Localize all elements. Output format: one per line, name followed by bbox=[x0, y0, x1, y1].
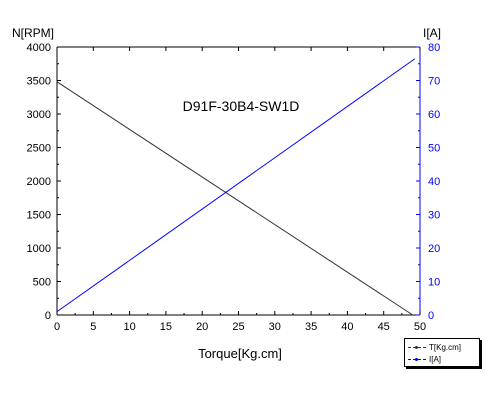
x-tick-label: 50 bbox=[414, 321, 426, 333]
chart-title: D91F-30B4-SW1D bbox=[183, 98, 300, 114]
y-left-tick-label: 1000 bbox=[27, 243, 51, 255]
x-tick-label: 0 bbox=[54, 321, 60, 333]
x-axis-label: Torque[Kg.cm] bbox=[198, 346, 282, 361]
y-left-tick-label: 0 bbox=[45, 310, 51, 322]
x-tick-label: 40 bbox=[341, 321, 353, 333]
x-tick-label: 25 bbox=[232, 321, 244, 333]
y-left-tick-label: 1500 bbox=[27, 210, 51, 222]
y-axis-left-label: N[RPM] bbox=[12, 26, 54, 40]
y-left-tick-label: 3500 bbox=[27, 76, 51, 88]
series-line-t bbox=[56, 81, 414, 316]
x-tick-label: 10 bbox=[123, 321, 135, 333]
legend-label-t: T[Kg.cm] bbox=[429, 342, 462, 352]
y-right-tick-label: 50 bbox=[428, 143, 440, 155]
legend-swatch-i bbox=[408, 358, 426, 361]
legend-swatch-t bbox=[408, 346, 426, 349]
legend-item-i: I[A] bbox=[408, 353, 441, 365]
x-tick-label: 30 bbox=[269, 321, 281, 333]
y-right-tick-label: 30 bbox=[428, 210, 440, 222]
legend: T[Kg.cm] I[A] bbox=[404, 338, 480, 367]
axes: 0 5 10 15 20 25 30 35 40 45 5005001000150020002500… bbox=[27, 42, 441, 333]
x-tick-label: 5 bbox=[90, 321, 96, 333]
y-right-tick-label: 0 bbox=[428, 310, 434, 322]
y-right-tick-label: 40 bbox=[428, 176, 440, 188]
x-tick-label: 35 bbox=[305, 321, 317, 333]
series-layer bbox=[56, 58, 416, 316]
y-left-tick-label: 3000 bbox=[27, 109, 51, 121]
y-axis-right-label: I[A] bbox=[423, 26, 441, 40]
y-left-tick-label: 4000 bbox=[27, 42, 51, 54]
y-right-tick-label: 80 bbox=[428, 42, 440, 54]
legend-item-t: T[Kg.cm] bbox=[408, 341, 461, 353]
legend-label-i: I[A] bbox=[429, 354, 442, 364]
y-right-tick-label: 60 bbox=[428, 109, 440, 121]
y-right-tick-label: 10 bbox=[428, 277, 440, 289]
y-right-tick-label: 20 bbox=[428, 243, 440, 255]
y-left-tick-label: 2500 bbox=[27, 143, 51, 155]
y-right-tick-label: 70 bbox=[428, 76, 440, 88]
x-tick-label: 20 bbox=[196, 321, 208, 333]
x-tick-label: 15 bbox=[160, 321, 172, 333]
x-tick-label: 45 bbox=[378, 321, 390, 333]
y-left-tick-label: 2000 bbox=[27, 176, 51, 188]
y-left-tick-label: 500 bbox=[33, 277, 51, 289]
series-line-i bbox=[56, 58, 416, 313]
